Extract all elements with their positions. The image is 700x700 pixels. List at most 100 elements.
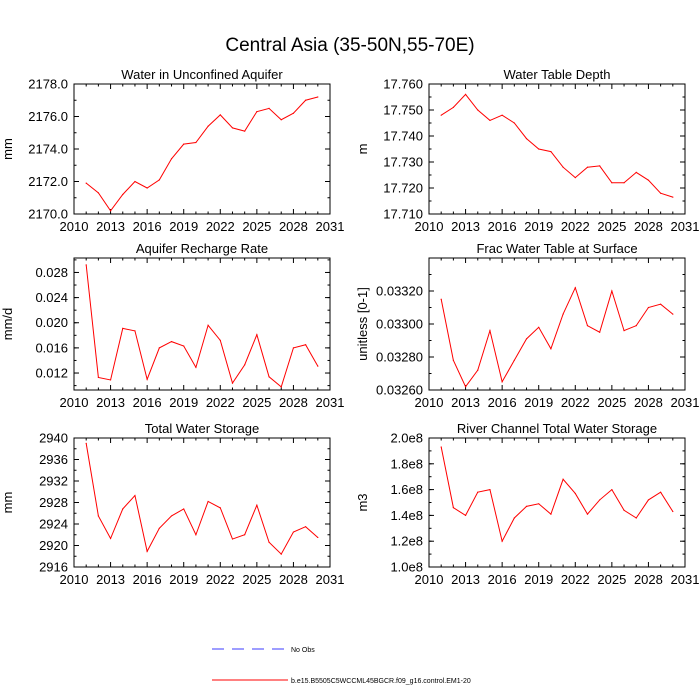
data-point xyxy=(256,504,258,506)
y-axis-label: mm xyxy=(0,492,15,514)
data-point xyxy=(599,499,601,501)
data-point xyxy=(134,180,136,183)
data-point xyxy=(85,264,87,266)
data-point xyxy=(464,386,467,388)
x-tick-label: 2028 xyxy=(279,572,308,587)
y-tick-label: 2932 xyxy=(39,474,68,489)
data-point xyxy=(586,166,589,168)
x-tick-label: 2025 xyxy=(242,219,271,234)
x-tick-label: 2019 xyxy=(524,572,553,587)
data-point xyxy=(195,366,197,368)
panel-title: Total Water Storage xyxy=(145,421,259,436)
data-point xyxy=(525,505,528,507)
data-point xyxy=(183,143,185,145)
x-tick-label: 2010 xyxy=(60,395,89,410)
x-tick-label: 2010 xyxy=(60,219,89,234)
data-point xyxy=(513,359,515,361)
y-axis-label: mm/d xyxy=(0,308,15,341)
plot-frame xyxy=(428,257,686,391)
legend-label: No Obs xyxy=(291,647,315,654)
data-point xyxy=(464,93,467,95)
y-axis-label: m3 xyxy=(355,493,370,511)
series-line xyxy=(440,446,674,543)
y-tick-label: 1.4e8 xyxy=(390,508,423,523)
data-point xyxy=(268,376,270,378)
series-line xyxy=(85,443,319,555)
data-point xyxy=(550,151,552,153)
data-point xyxy=(109,379,112,381)
data-point xyxy=(538,326,540,328)
x-tick-label: 2025 xyxy=(597,219,626,234)
data-point xyxy=(158,179,160,181)
x-tick-label: 2010 xyxy=(415,572,444,587)
data-point xyxy=(635,517,637,519)
data-point xyxy=(85,442,87,444)
x-tick-label: 2022 xyxy=(561,572,590,587)
y-tick-label: 17.710 xyxy=(383,207,423,222)
data-point xyxy=(231,538,234,540)
x-tick-label: 2028 xyxy=(634,219,663,234)
x-tick-label: 2019 xyxy=(524,395,553,410)
x-tick-label: 2016 xyxy=(488,219,517,234)
y-tick-label: 2928 xyxy=(39,495,68,510)
data-point xyxy=(623,509,625,511)
data-point xyxy=(452,359,454,361)
y-tick-label: 0.016 xyxy=(35,340,68,355)
data-point xyxy=(109,210,112,212)
series-line xyxy=(85,96,318,212)
plot-frame xyxy=(73,437,331,568)
series-line xyxy=(440,93,673,198)
data-point xyxy=(477,109,479,111)
data-point xyxy=(183,508,185,510)
x-tick-label: 2016 xyxy=(133,572,162,587)
data-point xyxy=(623,182,625,184)
data-point xyxy=(85,182,87,184)
x-tick-label: 2016 xyxy=(488,395,517,410)
data-point xyxy=(256,334,258,336)
x-tick-label: 2022 xyxy=(206,572,235,587)
data-point xyxy=(97,192,99,194)
x-tick-label: 2025 xyxy=(597,572,626,587)
data-point xyxy=(317,536,319,539)
data-point xyxy=(574,287,576,289)
y-tick-label: 0.03300 xyxy=(376,317,423,332)
y-tick-label: 2172.0 xyxy=(28,174,68,189)
legend: No Obs b.e15.B5505C5WCCML45BGCR.f09_g16.c… xyxy=(212,647,471,685)
x-tick-label: 2022 xyxy=(206,395,235,410)
x-tick-label: 2028 xyxy=(279,395,308,410)
panel-title: Aquifer Recharge Rate xyxy=(136,241,268,256)
y-tick-label: 2916 xyxy=(39,560,68,575)
x-tick-label: 2028 xyxy=(634,572,663,587)
x-tick-label: 2016 xyxy=(133,219,162,234)
data-point xyxy=(158,347,160,349)
data-point xyxy=(219,114,221,116)
x-tick-label: 2013 xyxy=(451,572,480,587)
panel-title: Water in Unconfined Aquifer xyxy=(121,67,283,82)
figure-title: Central Asia (35-50N,55-70E) xyxy=(225,35,474,56)
x-tick-label: 2031 xyxy=(671,219,700,234)
x-tick-label: 2013 xyxy=(96,219,125,234)
data-point xyxy=(122,193,124,196)
x-tick-label: 2022 xyxy=(206,219,235,234)
data-point xyxy=(280,386,282,388)
y-tick-label: 1.6e8 xyxy=(390,482,423,497)
data-point xyxy=(452,106,454,108)
data-point xyxy=(317,96,319,98)
x-tick-label: 2013 xyxy=(451,395,480,410)
data-point xyxy=(170,341,173,343)
data-point xyxy=(146,187,148,189)
data-point xyxy=(599,331,601,333)
y-tick-label: 17.730 xyxy=(383,155,423,170)
data-point xyxy=(525,338,528,340)
data-point xyxy=(256,111,258,113)
data-point xyxy=(305,526,307,528)
x-tick-label: 2019 xyxy=(169,395,198,410)
data-point xyxy=(97,376,99,379)
data-point xyxy=(513,517,515,519)
chart-panel-2: Water Table Depth m 2010 2013 2016 2019 2022 20… xyxy=(355,67,699,234)
x-tick-label: 2031 xyxy=(316,219,345,234)
data-point xyxy=(122,327,124,329)
data-point xyxy=(170,515,173,517)
y-tick-label: 0.024 xyxy=(35,290,68,305)
